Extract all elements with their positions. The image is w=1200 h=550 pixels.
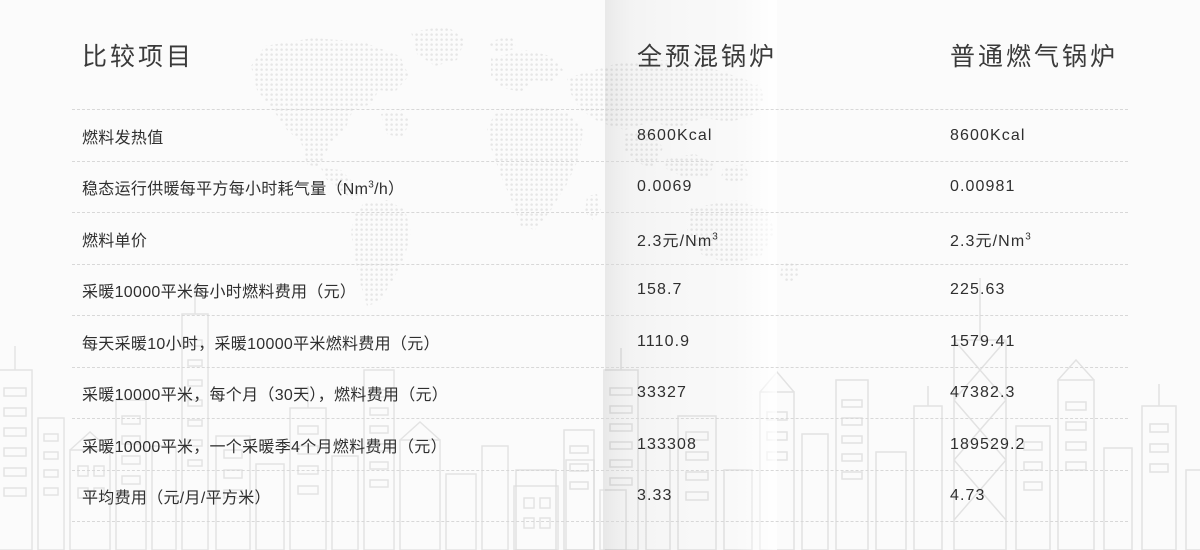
row-item-label: 采暖10000平米每小时燃料费用（元） (82, 284, 357, 302)
row-value-column-a-superscript: 3 (712, 231, 719, 243)
row-item-label: 采暖10000平米，每个月（30天），燃料费用（元） (82, 387, 449, 405)
header-column-a: 全预混锅炉 (637, 43, 778, 71)
row-value-column-a: 2.3元/Nm3 (637, 231, 719, 250)
row-item-label: 平均费用（元/月/平方米） (82, 490, 271, 508)
table-row: 平均费用（元/月/平方米） 3.33 4.73 (0, 471, 1200, 522)
table-row: 每天采暖10小时，采暖10000平米燃料费用（元） 1110.9 1579.41 (0, 316, 1200, 368)
row-value-column-b: 8600Kcal (950, 126, 1026, 144)
header-item-label: 比较项目 (82, 43, 195, 71)
header-divider (72, 109, 1128, 110)
table-row: 稳态运行供暖每平方每小时耗气量（Nm3/h） 0.0069 0.00981 (0, 162, 1200, 213)
table-row: 燃料发热值 8600Kcal 8600Kcal (0, 110, 1200, 162)
row-value-column-b: 1579.41 (950, 332, 1016, 350)
row-divider (72, 160, 1128, 162)
row-value-column-a: 158.7 (637, 281, 683, 299)
table-header-row: 比较项目 全预混锅炉 普通燃气锅炉 (0, 0, 1200, 110)
row-value-column-a: 0.0069 (637, 178, 693, 196)
table-row: 采暖10000平米，一个采暖季4个月燃料费用（元） 133308 189529.2 (0, 419, 1200, 471)
table-row: 采暖10000平米，每个月（30天），燃料费用（元） 33327 47382.3 (0, 368, 1200, 419)
row-value-column-a: 8600Kcal (637, 126, 713, 144)
row-divider (72, 521, 1128, 522)
row-value-column-b: 47382.3 (950, 384, 1016, 402)
row-divider (72, 418, 1128, 419)
table-row: 燃料单价 2.3元/Nm3 2.3元/Nm3 (0, 213, 1200, 265)
row-value-column-a: 3.33 (637, 487, 673, 505)
row-divider (72, 212, 1128, 213)
table-row: 采暖10000平米每小时燃料费用（元） 158.7 225.63 (0, 265, 1200, 316)
row-value-column-b: 0.00981 (950, 178, 1016, 196)
row-divider (72, 263, 1128, 265)
row-value-column-b: 189529.2 (950, 435, 1026, 453)
row-value-column-a: 33327 (637, 384, 687, 402)
row-value-column-a: 1110.9 (637, 332, 691, 350)
row-item-label: 采暖10000平米，一个采暖季4个月燃料费用（元） (82, 438, 447, 456)
row-value-column-b: 4.73 (950, 487, 986, 505)
row-value-column-b: 2.3元/Nm3 (950, 231, 1032, 250)
row-divider (72, 315, 1128, 316)
row-item-label: 燃料发热值 (82, 129, 164, 147)
row-item-label: 稳态运行供暖每平方每小时耗气量（Nm3/h） (82, 179, 405, 199)
row-divider (72, 469, 1128, 471)
row-value-column-b: 225.63 (950, 281, 1006, 299)
row-item-label-superscript: 3 (368, 179, 375, 191)
row-divider (72, 366, 1128, 368)
row-value-column-a: 133308 (637, 435, 697, 453)
header-column-b: 普通燃气锅炉 (950, 43, 1119, 71)
row-item-label: 燃料单价 (82, 232, 148, 250)
row-value-column-b-superscript: 3 (1025, 231, 1032, 243)
row-item-label: 每天采暖10小时，采暖10000平米燃料费用（元） (82, 335, 440, 353)
